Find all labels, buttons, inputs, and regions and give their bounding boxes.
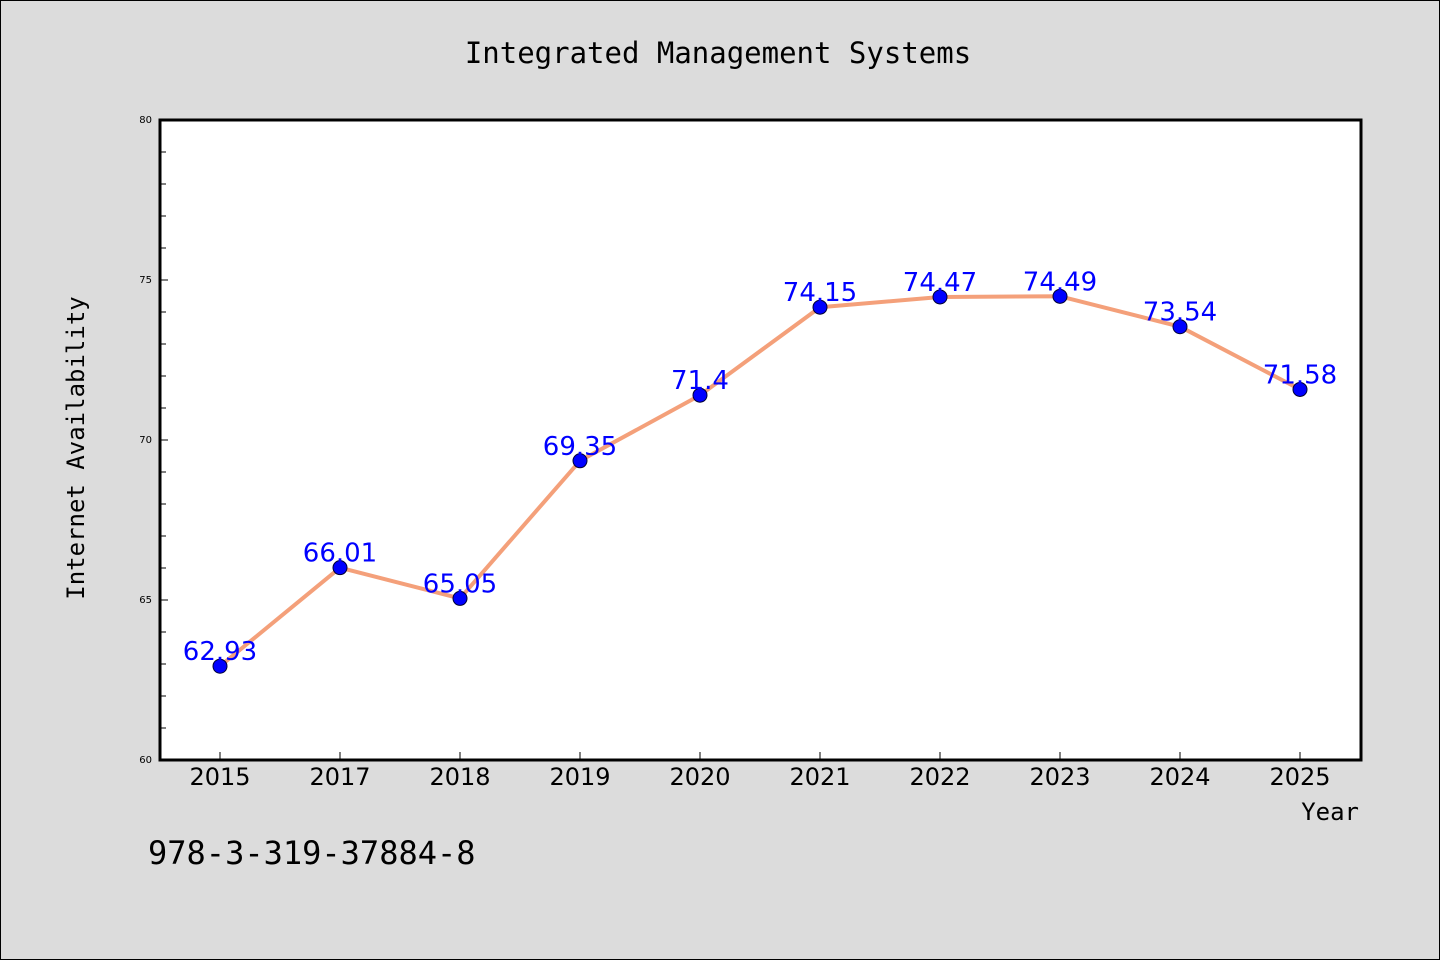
x-tick-label: 2019 [549,763,610,791]
x-tick-label: 2018 [429,763,490,791]
data-label: 74.15 [783,278,857,308]
plot-area [158,118,1363,762]
data-label: 73.54 [1143,298,1217,328]
x-tick-label: 2022 [909,763,970,791]
data-point [332,560,348,576]
data-point [212,658,228,674]
data-label: 62.93 [183,637,257,667]
data-point [1172,319,1188,335]
data-point [812,299,828,315]
y-tick-label: 70 [139,435,152,446]
series-markers [212,288,1308,674]
data-label: 71.58 [1263,360,1337,390]
data-label: 69.35 [543,432,617,462]
x-axis: 2015 2017 2018 2019 2020 2021 2022 2023 2024 2025 [189,752,1331,791]
data-label: 65.05 [423,569,497,599]
data-point [932,289,948,305]
x-tick-label: 2015 [189,763,250,791]
chart-title: Integrated Management Systems [465,36,971,70]
x-tick-label: 2023 [1029,763,1090,791]
data-point [692,387,708,403]
y-tick-label: 75 [139,275,152,286]
x-tick-label: 2025 [1269,763,1330,791]
x-axis-label: Year [1301,798,1359,826]
y-tick-label: 80 [139,115,152,126]
y-tick-label: 60 [139,755,152,766]
data-label: 74.47 [903,268,977,298]
series-line [218,294,1301,668]
x-tick-label: 2017 [309,763,370,791]
data-point [572,453,588,469]
data-label: 71.4 [671,366,729,396]
x-tick-label: 2024 [1149,763,1210,791]
x-tick-label: 2020 [669,763,730,791]
y-axis: 60 65 70 75 80 [139,115,168,766]
data-point [452,590,468,606]
data-point [1052,288,1068,304]
y-tick-label: 65 [139,595,152,606]
x-tick-label: 2021 [789,763,850,791]
y-axis-label: Internet Availability [62,296,90,599]
data-labels: 62.93 66.01 65.05 69.35 71.4 74.15 74.47 74.49 7… [183,267,1337,667]
data-label: 74.49 [1023,267,1097,297]
data-label: 66.01 [303,539,377,569]
isbn-code: 978-3-319-37884-8 [148,834,476,872]
data-point [1292,381,1308,397]
